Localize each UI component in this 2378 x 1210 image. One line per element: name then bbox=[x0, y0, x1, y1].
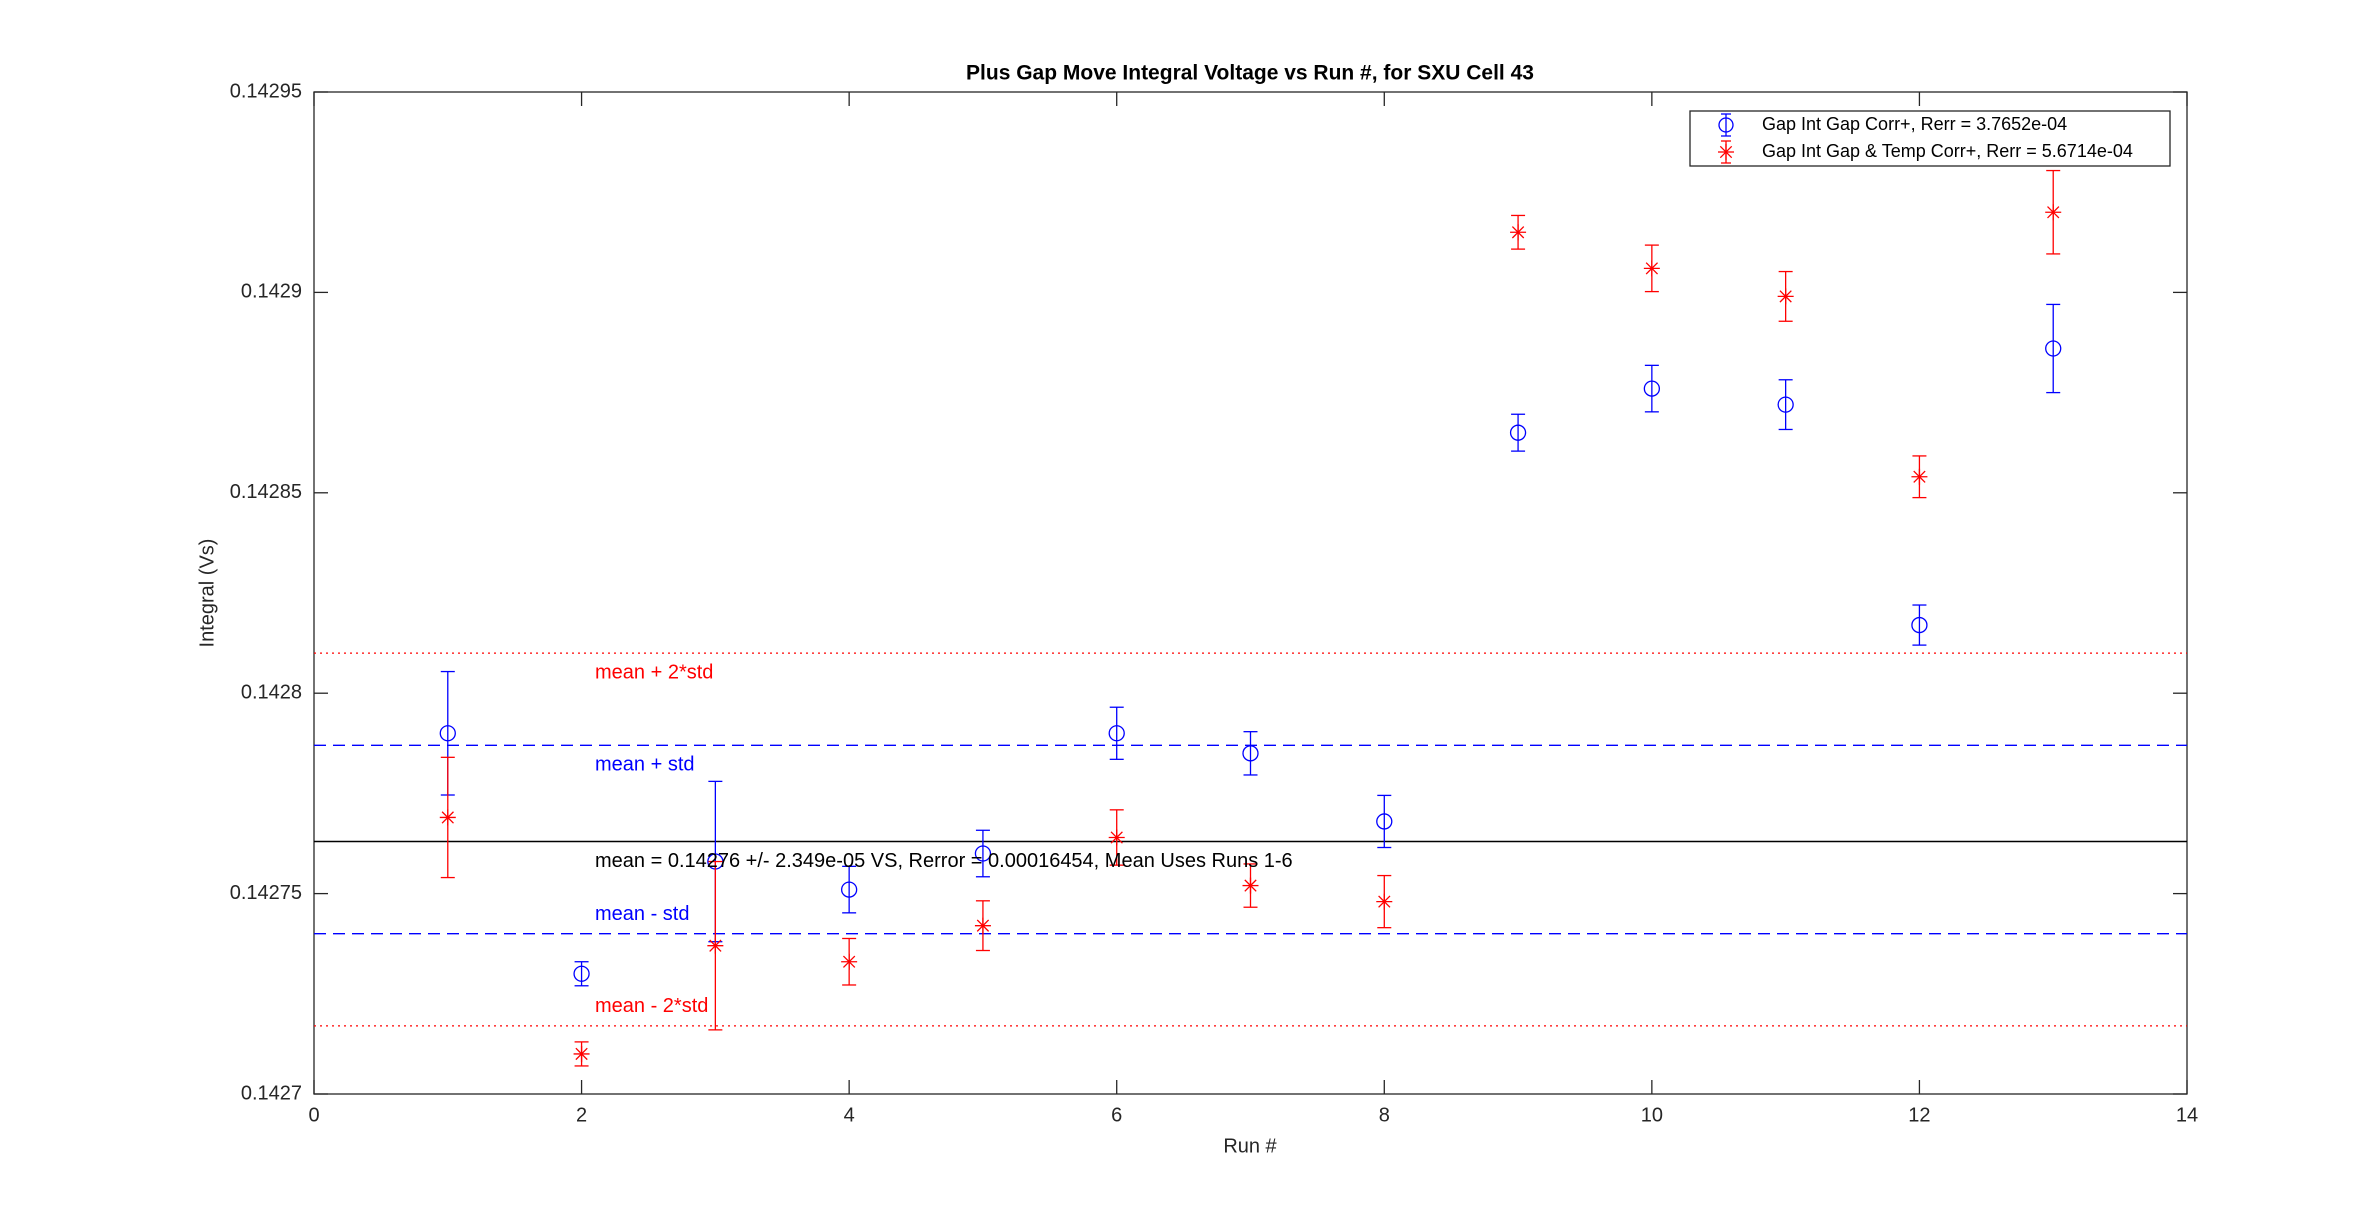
marker bbox=[707, 937, 724, 954]
x-tick-label: 2 bbox=[576, 1104, 587, 1126]
error-bar bbox=[1243, 731, 1258, 776]
star-stroke bbox=[976, 919, 990, 932]
star-stroke bbox=[441, 811, 454, 824]
marker bbox=[1777, 396, 1794, 413]
star-stroke bbox=[709, 939, 722, 952]
y-tick-label: 0.1428 bbox=[241, 681, 302, 703]
star-stroke bbox=[1511, 226, 1525, 239]
marker bbox=[1509, 424, 1527, 441]
error-bar bbox=[1912, 604, 1927, 646]
reference-label: mean = 0.14276 +/- 2.349e-05 VS, Rerror … bbox=[595, 850, 1293, 872]
marker bbox=[1376, 813, 1393, 830]
star-stroke bbox=[1779, 290, 1792, 303]
marker bbox=[840, 881, 858, 898]
marker bbox=[573, 1045, 590, 1062]
legend-marker bbox=[1718, 144, 1734, 160]
marker bbox=[974, 917, 991, 934]
y-tick-label: 0.1429 bbox=[241, 281, 302, 303]
marker bbox=[1242, 745, 1259, 762]
y-tick-label: 0.1427 bbox=[241, 1082, 302, 1104]
marker bbox=[841, 953, 858, 970]
marker bbox=[1643, 380, 1661, 397]
star-stroke bbox=[2047, 206, 2060, 219]
x-tick-label: 10 bbox=[1641, 1104, 1663, 1126]
star-stroke bbox=[1378, 895, 1391, 908]
star-stroke bbox=[575, 1047, 588, 1061]
legend-label: Gap Int Gap & Temp Corr+, Rerr = 5.6714e… bbox=[1762, 141, 2133, 161]
legend: Gap Int Gap Corr+, Rerr = 3.7652e-04 Gap … bbox=[1689, 110, 2171, 167]
x-axis-label: Run # bbox=[1223, 1135, 1277, 1157]
marker bbox=[1108, 725, 1125, 742]
marker bbox=[1643, 260, 1660, 277]
x-tick-label: 0 bbox=[308, 1104, 319, 1126]
error-bar bbox=[2046, 303, 2061, 394]
reference-label: mean - std bbox=[595, 903, 689, 925]
marker bbox=[2045, 204, 2062, 221]
star-stroke bbox=[1110, 831, 1123, 844]
x-tick-label: 14 bbox=[2176, 1104, 2198, 1126]
marker bbox=[439, 809, 456, 826]
marker bbox=[2045, 340, 2062, 357]
marker bbox=[1242, 877, 1259, 894]
y-tick-label: 0.14285 bbox=[230, 481, 302, 503]
star-stroke bbox=[1244, 879, 1257, 892]
reference-label: mean + 2*std bbox=[595, 661, 713, 683]
x-tick-label: 12 bbox=[1908, 1104, 1930, 1126]
reference-label: mean + std bbox=[595, 754, 695, 776]
error-bar bbox=[1511, 413, 1526, 452]
x-tick-label: 6 bbox=[1111, 1104, 1122, 1126]
y-tick-label: 0.14295 bbox=[230, 80, 302, 102]
error-bar bbox=[1644, 364, 1659, 413]
marker bbox=[1911, 468, 1928, 485]
error-bar bbox=[1377, 794, 1392, 849]
x-tick-label: 8 bbox=[1379, 1104, 1390, 1126]
marker bbox=[974, 845, 992, 862]
star-stroke bbox=[842, 955, 856, 968]
legend-marker bbox=[1718, 117, 1734, 133]
reference-label: mean - 2*std bbox=[595, 995, 708, 1017]
legend-box bbox=[1689, 110, 2171, 167]
marker bbox=[1376, 893, 1393, 910]
error-bar bbox=[975, 829, 990, 878]
star-stroke bbox=[1913, 470, 1926, 483]
y-tick-label: 0.14275 bbox=[230, 882, 302, 904]
plot-area bbox=[313, 91, 2188, 1095]
marker bbox=[1108, 829, 1125, 846]
marker bbox=[1777, 288, 1794, 305]
x-tick-label: 4 bbox=[844, 1104, 855, 1126]
marker bbox=[1911, 616, 1928, 634]
error-bar bbox=[1109, 706, 1124, 760]
error-bar bbox=[842, 865, 857, 914]
marker bbox=[439, 725, 456, 742]
marker bbox=[573, 965, 590, 982]
y-axis-label: Integral (Vs) bbox=[196, 539, 218, 648]
marker bbox=[1510, 224, 1527, 241]
star-stroke bbox=[1645, 262, 1659, 275]
star-stroke bbox=[1719, 145, 1733, 159]
legend-label: Gap Int Gap Corr+, Rerr = 3.7652e-04 bbox=[1762, 114, 2067, 134]
chart-title: Plus Gap Move Integral Voltage vs Run #,… bbox=[966, 62, 1534, 85]
error-bar bbox=[1778, 379, 1793, 431]
